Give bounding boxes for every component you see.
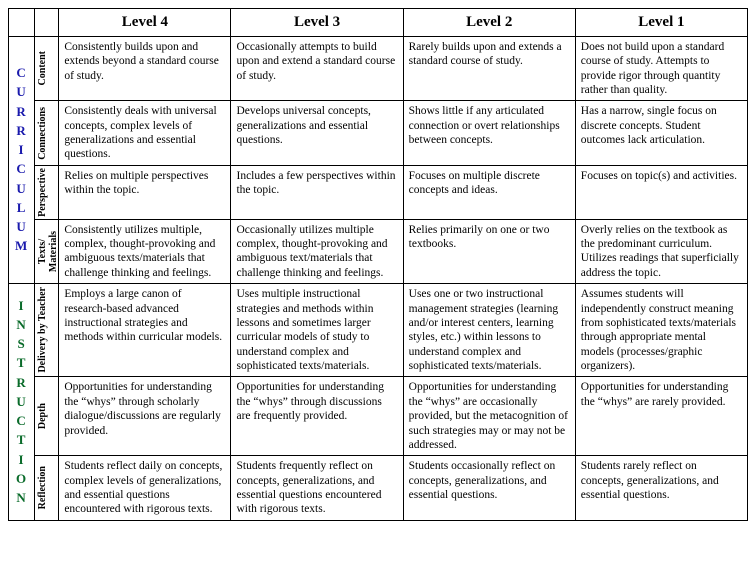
cell-l3: Occasionally attempts to build upon and … bbox=[231, 36, 403, 101]
cell-l4: Consistently builds upon and extends bey… bbox=[59, 36, 231, 101]
row-label: Delivery by Teacher bbox=[35, 284, 59, 377]
cell-l4: Consistently utilizes multiple, complex,… bbox=[59, 219, 231, 284]
cell-l1: Has a narrow, single focus on discrete c… bbox=[575, 101, 747, 166]
header-level-1: Level 1 bbox=[575, 9, 747, 37]
section-label: INSTRUCTION bbox=[9, 284, 35, 521]
cell-l1: Assumes students will independently cons… bbox=[575, 284, 747, 377]
row-label: Perspective bbox=[35, 165, 59, 219]
cell-l2: Opportunities for understanding the “why… bbox=[403, 377, 575, 456]
cell-l2: Rarely builds upon and extends a standar… bbox=[403, 36, 575, 101]
table-row: INSTRUCTIONDelivery by TeacherEmploys a … bbox=[9, 284, 748, 377]
cell-l2: Shows little if any articulated connecti… bbox=[403, 101, 575, 166]
cell-l4: Relies on multiple perspectives within t… bbox=[59, 165, 231, 219]
row-label: Reflection bbox=[35, 456, 59, 521]
cell-l1: Focuses on topic(s) and activities. bbox=[575, 165, 747, 219]
cell-l2: Uses one or two instructional management… bbox=[403, 284, 575, 377]
header-level-2: Level 2 bbox=[403, 9, 575, 37]
cell-l1: Overly relies on the textbook as the pre… bbox=[575, 219, 747, 284]
rubric-table: Level 4 Level 3 Level 2 Level 1 CURRICUL… bbox=[8, 8, 748, 521]
cell-l3: Includes a few perspectives within the t… bbox=[231, 165, 403, 219]
cell-l3: Students frequently reflect on concepts,… bbox=[231, 456, 403, 521]
row-label: Connections bbox=[35, 101, 59, 166]
cell-l1: Does not build upon a standard course of… bbox=[575, 36, 747, 101]
header-blank-2 bbox=[35, 9, 59, 37]
cell-l3: Develops universal concepts, generalizat… bbox=[231, 101, 403, 166]
cell-l2: Relies primarily on one or two textbooks… bbox=[403, 219, 575, 284]
header-level-3: Level 3 bbox=[231, 9, 403, 37]
table-row: CURRICULUMContentConsistently builds upo… bbox=[9, 36, 748, 101]
table-row: ConnectionsConsistently deals with unive… bbox=[9, 101, 748, 166]
row-label: Texts/Materials bbox=[35, 219, 59, 284]
cell-l4: Employs a large canon of research-based … bbox=[59, 284, 231, 377]
header-level-4: Level 4 bbox=[59, 9, 231, 37]
cell-l2: Focuses on multiple discrete concepts an… bbox=[403, 165, 575, 219]
cell-l4: Consistently deals with universal concep… bbox=[59, 101, 231, 166]
cell-l4: Students reflect daily on concepts, comp… bbox=[59, 456, 231, 521]
section-label: CURRICULUM bbox=[9, 36, 35, 283]
table-row: Texts/MaterialsConsistently utilizes mul… bbox=[9, 219, 748, 284]
table-row: ReflectionStudents reflect daily on conc… bbox=[9, 456, 748, 521]
cell-l3: Uses multiple instructional strategies a… bbox=[231, 284, 403, 377]
cell-l1: Opportunities for understanding the “why… bbox=[575, 377, 747, 456]
cell-l2: Students occasionally reflect on concept… bbox=[403, 456, 575, 521]
header-row: Level 4 Level 3 Level 2 Level 1 bbox=[9, 9, 748, 37]
row-label: Content bbox=[35, 36, 59, 101]
table-row: DepthOpportunities for understanding the… bbox=[9, 377, 748, 456]
header-blank-1 bbox=[9, 9, 35, 37]
cell-l4: Opportunities for understanding the “why… bbox=[59, 377, 231, 456]
cell-l1: Students rarely reflect on concepts, gen… bbox=[575, 456, 747, 521]
row-label: Depth bbox=[35, 377, 59, 456]
cell-l3: Occasionally utilizes multiple complex, … bbox=[231, 219, 403, 284]
cell-l3: Opportunities for understanding the “why… bbox=[231, 377, 403, 456]
table-row: PerspectiveRelies on multiple perspectiv… bbox=[9, 165, 748, 219]
